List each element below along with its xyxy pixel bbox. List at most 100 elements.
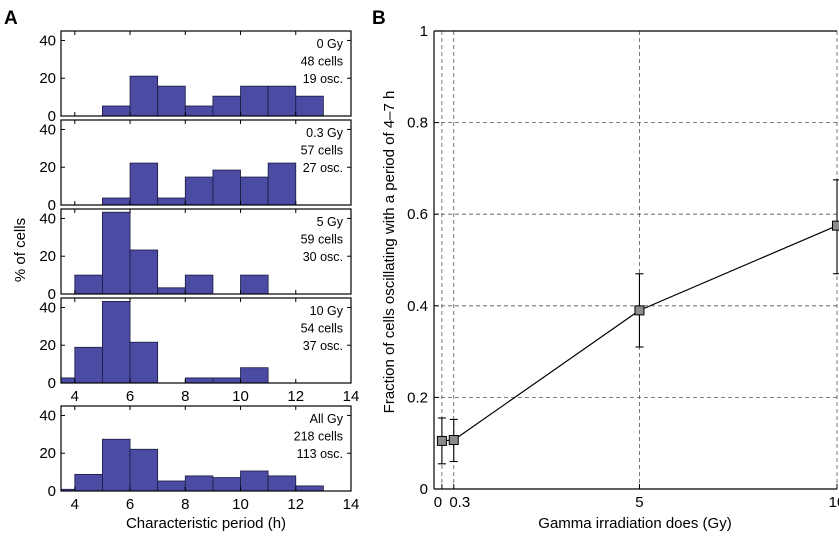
x-tick-label: 14 bbox=[343, 388, 360, 405]
histogram-annotation: 113 osc. bbox=[297, 447, 343, 461]
y-tick-label: 20 bbox=[39, 159, 56, 176]
histogram-annotation: 218 cells bbox=[294, 430, 343, 444]
histogram-2: 0 20 40 5 Gy 59 cells 30 osc. bbox=[39, 208, 352, 303]
histogram-bar bbox=[74, 274, 103, 295]
histogram-frame bbox=[60, 119, 352, 206]
x-tick-label: 8 bbox=[181, 496, 189, 513]
histogram-bar bbox=[60, 377, 76, 384]
histogram-annotation: 59 cells bbox=[301, 233, 343, 247]
histogram-bar bbox=[157, 480, 186, 492]
x-tick-label: 14 bbox=[343, 496, 360, 513]
histogram-annotation: All Gy bbox=[310, 412, 344, 426]
histogram-bar bbox=[240, 176, 269, 206]
y-tick-label: 40 bbox=[39, 299, 56, 316]
y-tick-label: 40 bbox=[39, 210, 56, 227]
y-tick-label: 1 bbox=[420, 23, 428, 40]
y-tick-label: 0 bbox=[48, 375, 56, 392]
histogram-bar bbox=[184, 475, 214, 492]
histogram-annotation: 0.3 Gy bbox=[306, 126, 344, 140]
histogram-bar bbox=[102, 438, 131, 492]
histogram-3: 0 20 40 4 6 8 10 12 14 10 Gy 54 cells 37 osc. bbox=[39, 297, 360, 405]
histogram-annotation: 0 Gy bbox=[317, 37, 344, 51]
histogram-bar bbox=[212, 95, 241, 117]
panel-b-label: B bbox=[372, 8, 386, 29]
histogram-bar bbox=[212, 477, 241, 492]
y-tick-label: 0 bbox=[48, 286, 56, 303]
histogram-frame bbox=[60, 30, 352, 117]
y-axis-label: % of cells bbox=[12, 218, 29, 282]
histogram-bar bbox=[267, 475, 297, 492]
y-tick-label: 0.8 bbox=[407, 115, 428, 132]
histogram-bar bbox=[157, 197, 186, 206]
histogram-bar bbox=[102, 105, 131, 117]
y-tick-label: 20 bbox=[39, 445, 56, 462]
y-tick-label: 40 bbox=[39, 121, 56, 138]
histogram-annotation: 19 osc. bbox=[303, 72, 343, 86]
x-axis-label: Gamma irradiation does (Gy) bbox=[538, 515, 731, 532]
histogram-bar bbox=[157, 287, 186, 295]
y-tick-label: 20 bbox=[39, 70, 56, 87]
x-axis-label: Characteristic period (h) bbox=[126, 515, 286, 532]
panel-a-label: A bbox=[4, 8, 18, 29]
histogram-1: 0 20 40 0.3 Gy 57 cells 27 osc. bbox=[39, 119, 352, 214]
y-tick-label: 0 bbox=[420, 481, 428, 498]
y-tick-label: 20 bbox=[39, 337, 56, 354]
y-tick-label: 0.4 bbox=[407, 298, 428, 315]
histogram-bar bbox=[267, 162, 297, 206]
x-tick-label: 10 bbox=[232, 388, 249, 405]
histogram-frame bbox=[60, 297, 352, 384]
x-tick-label: 6 bbox=[126, 496, 134, 513]
histogram-bar bbox=[267, 85, 297, 117]
histogram-bar bbox=[240, 470, 269, 492]
x-tick-label: 12 bbox=[287, 496, 304, 513]
histogram-annotation: 37 osc. bbox=[303, 339, 343, 353]
x-tick-label: 10 bbox=[829, 494, 839, 511]
y-tick-label: 0.2 bbox=[407, 389, 428, 406]
histogram-bar bbox=[102, 211, 131, 295]
histogram-annotation: 30 osc. bbox=[303, 250, 343, 264]
y-tick-label: 20 bbox=[39, 248, 56, 265]
histogram-annotation: 54 cells bbox=[301, 322, 343, 336]
data-point bbox=[634, 305, 645, 316]
histogram-frame bbox=[60, 405, 352, 492]
histogram-bar bbox=[184, 105, 214, 117]
histogram-bar bbox=[129, 75, 159, 117]
histogram-annotation: 27 osc. bbox=[303, 161, 343, 175]
histogram-bar bbox=[157, 85, 186, 117]
histogram-bar bbox=[240, 274, 269, 295]
y-tick-label: 40 bbox=[39, 407, 56, 424]
histogram-bar bbox=[212, 169, 241, 206]
y-axis-label: Fraction of cells oscillating with a per… bbox=[381, 91, 398, 414]
histogram-bar bbox=[295, 95, 324, 117]
histogram-bar bbox=[240, 85, 269, 117]
histogram-annotation: 5 Gy bbox=[317, 215, 344, 229]
histogram-bar bbox=[74, 346, 103, 384]
data-point bbox=[832, 220, 839, 231]
data-point bbox=[436, 435, 447, 446]
x-tick-label: 5 bbox=[635, 494, 643, 511]
y-tick-label: 0 bbox=[48, 483, 56, 500]
x-tick-label: 8 bbox=[181, 388, 189, 405]
histogram-frame bbox=[60, 208, 352, 295]
histogram-bar bbox=[129, 448, 159, 492]
x-tick-label: 10 bbox=[232, 496, 249, 513]
histogram-annotation: 57 cells bbox=[301, 144, 343, 158]
histogram-bar bbox=[295, 485, 324, 492]
x-tick-label: 6 bbox=[126, 388, 134, 405]
y-tick-label: 0 bbox=[48, 197, 56, 214]
histogram-bar bbox=[129, 162, 159, 206]
histogram-bar bbox=[129, 341, 159, 384]
histogram-bar bbox=[184, 274, 214, 295]
x-tick-label: 0.3 bbox=[449, 494, 470, 511]
x-tick-label: 4 bbox=[71, 496, 79, 513]
histogram-bar bbox=[129, 249, 159, 295]
histogram-4: 0 20 40 4 6 8 10 12 14 All Gy 218 cells 113 osc. bbox=[39, 405, 360, 513]
series-line bbox=[441, 225, 838, 442]
histogram-bar bbox=[212, 377, 241, 384]
histogram-bar bbox=[184, 176, 214, 206]
x-tick-label: 4 bbox=[71, 388, 79, 405]
histogram-bar bbox=[74, 473, 103, 492]
